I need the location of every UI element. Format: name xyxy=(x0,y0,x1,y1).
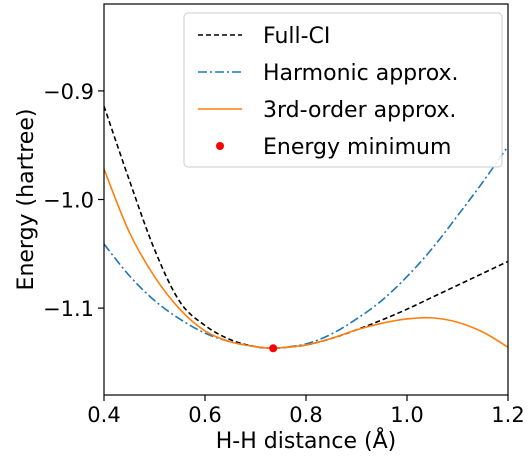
y-tick-label: −1.1 xyxy=(43,297,94,321)
x-tick-label: 0.8 xyxy=(289,403,322,427)
legend-label-3rd-order-approx: 3rd-order approx. xyxy=(263,98,456,123)
3rd-order-approx-line xyxy=(104,168,508,350)
x-tick-label: 1.2 xyxy=(491,403,524,427)
y-axis-label: Energy (hartree) xyxy=(14,109,39,291)
x-axis-label: H-H distance (Å) xyxy=(216,427,396,454)
axes: 0.4 0.6 0.8 1.0 1.2 −0.9 −1.0 −1.1 xyxy=(43,3,525,427)
legend: Full-CI Harmonic approx. 3rd-order approx.… xyxy=(183,12,503,168)
y-tick-label: −1.0 xyxy=(43,189,94,213)
harmonic-approx-line xyxy=(104,145,508,350)
y-tick-label: −0.9 xyxy=(43,80,94,104)
legend-label-harmonic-approx: Harmonic approx. xyxy=(263,61,459,86)
x-tick-label: 0.4 xyxy=(87,403,120,427)
legend-box xyxy=(183,12,503,168)
full-ci-line xyxy=(104,105,508,350)
x-tick-label: 1.0 xyxy=(390,403,423,427)
plot-area xyxy=(104,105,508,353)
legend-swatch-energy-minimum xyxy=(216,142,224,150)
energy-minimum-point xyxy=(269,344,278,353)
x-tick-label: 0.6 xyxy=(188,403,221,427)
legend-label-energy-minimum: Energy minimum xyxy=(263,135,451,160)
legend-label-full-ci: Full-CI xyxy=(263,24,330,49)
